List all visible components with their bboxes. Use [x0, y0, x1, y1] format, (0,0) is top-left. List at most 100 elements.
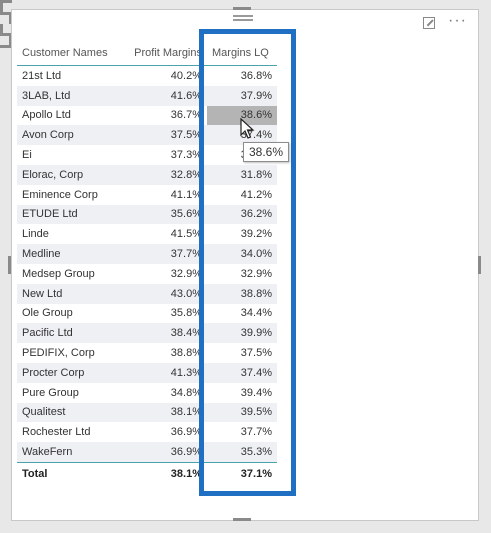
resize-handle-right[interactable] [478, 256, 481, 274]
cell-margin-lq[interactable]: 37.4% [207, 362, 277, 383]
cell-margin-lq[interactable]: 39.4% [240, 386, 272, 399]
cell-margin-lq[interactable]: 39.2% [240, 228, 272, 241]
cell-margin-lq[interactable]: 32.9% [240, 267, 272, 280]
cell-profit-margin[interactable]: 38.8% [170, 347, 202, 360]
total-label: Total [17, 461, 122, 485]
drag-grip-icon[interactable] [233, 15, 253, 23]
resize-handle-left[interactable] [8, 256, 11, 274]
cell-margin-lq[interactable]: 38.6% [207, 105, 277, 126]
cell-customer-name[interactable]: Linde [22, 228, 49, 241]
header-customer-names[interactable]: Customer Names [17, 40, 122, 66]
table-row[interactable]: Rochester Ltd 36.9% 37.7% [17, 422, 277, 442]
cell-profit-margin[interactable]: 36.9% [122, 442, 207, 463]
total-profit-margins: 38.1% [122, 461, 207, 485]
cell-customer-name[interactable]: Pure Group [22, 386, 79, 399]
table-row[interactable]: PEDIFIX, Corp 38.8% 37.5% [17, 343, 277, 363]
cell-profit-margin[interactable]: 36.9% [170, 426, 202, 439]
cell-margin-lq[interactable]: 37.7% [240, 426, 272, 439]
table-row[interactable]: Medline 37.7% 34.0% [17, 244, 277, 264]
cell-margin-lq[interactable]: 37.9% [207, 85, 277, 106]
cell-profit-margin[interactable]: 35.8% [170, 307, 202, 320]
mouse-pointer-icon [240, 118, 255, 139]
cell-customer-name[interactable]: WakeFern [17, 442, 122, 463]
cell-profit-margin[interactable]: 32.9% [170, 267, 202, 280]
cell-customer-name[interactable]: Medsep Group [22, 267, 95, 280]
table-row[interactable]: Pure Group 34.8% 39.4% [17, 383, 277, 403]
resize-handle-top-right[interactable] [0, 12, 12, 24]
cell-customer-name[interactable]: Qualitest [17, 402, 122, 423]
table-row[interactable]: Apollo Ltd 36.7% 38.6% [17, 105, 277, 126]
cell-customer-name[interactable]: Procter Corp [17, 362, 122, 383]
table-row[interactable]: New Ltd 43.0% 38.8% [17, 283, 277, 304]
cell-profit-margin[interactable]: 40.2% [170, 69, 202, 82]
focus-mode-icon[interactable] [423, 17, 435, 29]
total-margins-lq: 37.1% [207, 461, 277, 485]
cell-profit-margin[interactable]: 41.3% [122, 362, 207, 383]
cell-customer-name[interactable]: 21st Ltd [22, 69, 62, 82]
cell-margin-lq[interactable]: 34.0% [207, 244, 277, 264]
cell-profit-margin[interactable]: 37.5% [122, 125, 207, 146]
cell-customer-name[interactable]: Avon Corp [17, 125, 122, 146]
resize-handle-bottom-left[interactable] [0, 24, 12, 36]
cell-profit-margin[interactable]: 37.7% [122, 244, 207, 264]
cell-profit-margin[interactable]: 41.1% [170, 188, 202, 201]
cell-profit-margin[interactable]: 41.6% [122, 85, 207, 106]
cell-profit-margin[interactable]: 32.8% [122, 164, 207, 185]
cell-profit-margin[interactable]: 34.8% [170, 386, 202, 399]
cell-margin-lq[interactable]: 31.8% [207, 164, 277, 185]
value-tooltip: 38.6% [243, 142, 290, 162]
cell-customer-name[interactable]: Medline [17, 244, 122, 264]
cell-customer-name[interactable]: Apollo Ltd [22, 109, 71, 122]
cell-margin-lq[interactable]: 39.9% [207, 323, 277, 344]
table-row[interactable]: Avon Corp 37.5% 37.4% [17, 125, 277, 146]
total-row: Total 38.1% 37.1% [17, 461, 277, 485]
table-row[interactable]: Linde 41.5% 39.2% [17, 224, 277, 244]
cell-customer-name[interactable]: ETUDE Ltd [17, 204, 122, 225]
table-row[interactable]: Ole Group 35.8% 34.4% [17, 304, 277, 324]
cell-customer-name[interactable]: PEDIFIX, Corp [22, 347, 95, 360]
table-row[interactable]: 3LAB, Ltd 41.6% 37.9% [17, 85, 277, 106]
table-row[interactable]: Elorac, Corp 32.8% 31.8% [17, 164, 277, 185]
cell-profit-margin[interactable]: 36.7% [170, 109, 202, 122]
header-profit-margins[interactable]: Profit Margins [122, 40, 207, 66]
cell-customer-name[interactable]: Rochester Ltd [22, 426, 91, 439]
table-row[interactable]: Pacific Ltd 38.4% 39.9% [17, 323, 277, 344]
cell-customer-name[interactable]: New Ltd [17, 283, 122, 304]
table-row[interactable]: 21st Ltd 40.2% 36.8% [17, 66, 277, 86]
cell-customer-name[interactable]: Eminence Corp [22, 188, 98, 201]
header-row: Customer Names Profit Margins Margins LQ [17, 40, 277, 66]
table-row[interactable]: Procter Corp 41.3% 37.4% [17, 362, 277, 383]
header-margins-lq[interactable]: Margins LQ [207, 40, 277, 66]
table-row[interactable]: ETUDE Ltd 35.6% 36.2% [17, 204, 277, 225]
cell-customer-name[interactable]: Pacific Ltd [17, 323, 122, 344]
cell-customer-name[interactable]: Ei [22, 149, 32, 162]
resize-handle-top-left[interactable] [0, 0, 12, 12]
cell-margin-lq[interactable]: 41.2% [240, 188, 272, 201]
cell-customer-name[interactable]: Elorac, Corp [17, 164, 122, 185]
table-row[interactable]: Qualitest 38.1% 39.5% [17, 402, 277, 423]
resize-handle-bottom[interactable] [233, 518, 251, 521]
cell-margin-lq[interactable]: 35.3% [207, 442, 277, 463]
cell-profit-margin[interactable]: 43.0% [122, 283, 207, 304]
cell-profit-margin[interactable]: 41.5% [170, 228, 202, 241]
resize-handle-bottom-right[interactable] [0, 36, 12, 48]
data-table: Customer Names Profit Margins Margins LQ… [17, 40, 277, 485]
cell-margin-lq[interactable]: 37.5% [240, 347, 272, 360]
cell-customer-name[interactable]: 3LAB, Ltd [17, 85, 122, 106]
cell-margin-lq[interactable]: 34.4% [240, 307, 272, 320]
cell-margin-lq[interactable]: 36.8% [240, 69, 272, 82]
cell-margin-lq[interactable]: 39.5% [207, 402, 277, 423]
table-row[interactable]: WakeFern 36.9% 35.3% [17, 442, 277, 463]
cell-profit-margin[interactable]: 38.4% [122, 323, 207, 344]
cell-profit-margin[interactable]: 35.6% [122, 204, 207, 225]
cell-profit-margin[interactable]: 37.3% [170, 149, 202, 162]
resize-handle-top[interactable] [233, 7, 251, 10]
table-row[interactable]: Medsep Group 32.9% 32.9% [17, 264, 277, 284]
cell-customer-name[interactable]: Ole Group [22, 307, 73, 320]
cell-margin-lq[interactable]: 38.8% [207, 283, 277, 304]
more-options-icon[interactable]: ··· [448, 12, 467, 29]
table-row[interactable]: Eminence Corp 41.1% 41.2% [17, 185, 277, 205]
cell-profit-margin[interactable]: 38.1% [122, 402, 207, 423]
cell-margin-lq[interactable]: 36.2% [207, 204, 277, 225]
